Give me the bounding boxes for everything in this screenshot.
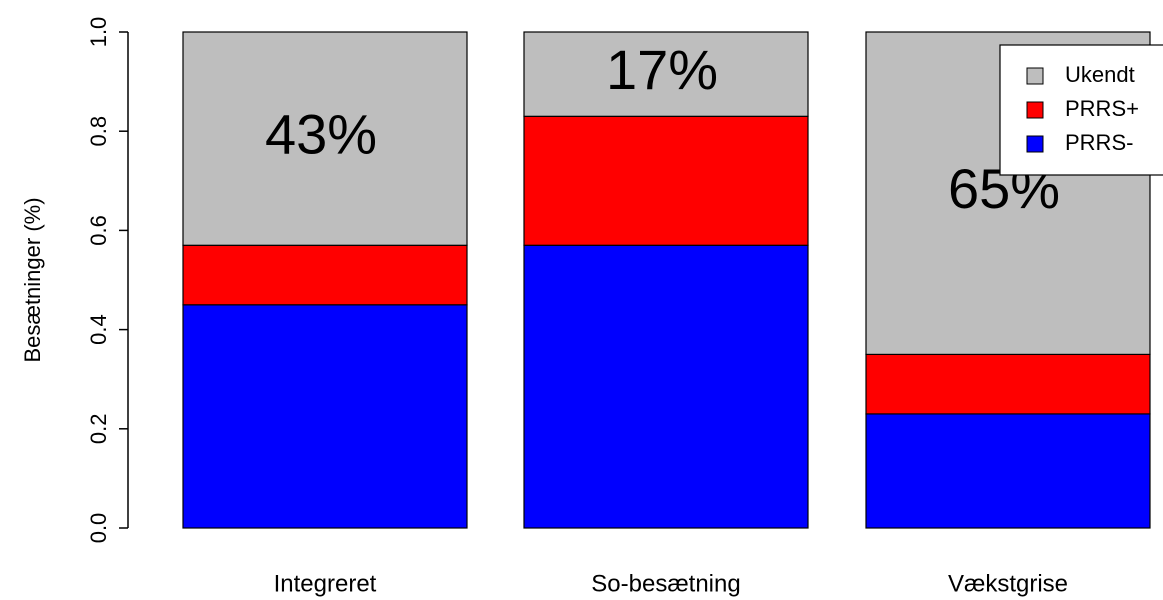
bar-segment (182, 304, 468, 529)
y-tick-label: 0.0 (86, 513, 111, 544)
data-label: 43% (265, 102, 377, 165)
x-tick-label: Integreret (274, 570, 377, 597)
y-tick-label: 0.8 (86, 116, 111, 147)
y-tick-label: 0.2 (86, 414, 111, 445)
bar-segment (182, 31, 468, 246)
bar-segment (523, 31, 809, 117)
y-tick-label: 0.6 (86, 215, 111, 246)
bar-segment (865, 413, 1151, 529)
legend-swatch (1026, 67, 1044, 85)
x-tick-label: Vækstgrise (948, 570, 1068, 597)
legend-label: PRRS+ (1065, 96, 1139, 121)
y-axis-label: Besætninger (%) (20, 197, 45, 362)
x-tick-label: So-besætning (591, 570, 740, 597)
bar-segment (182, 244, 468, 306)
legend-swatch (1026, 101, 1044, 119)
legend-swatch (1026, 135, 1044, 153)
y-tick-label: 0.4 (86, 314, 111, 345)
legend-label: PRRS- (1065, 130, 1133, 155)
data-label: 17% (606, 38, 718, 101)
bar-segment (523, 244, 809, 529)
bar-segment (523, 115, 809, 246)
legend-label: Ukendt (1065, 62, 1135, 87)
bar-segment (865, 353, 1151, 415)
y-tick-label: 1.0 (86, 17, 111, 48)
